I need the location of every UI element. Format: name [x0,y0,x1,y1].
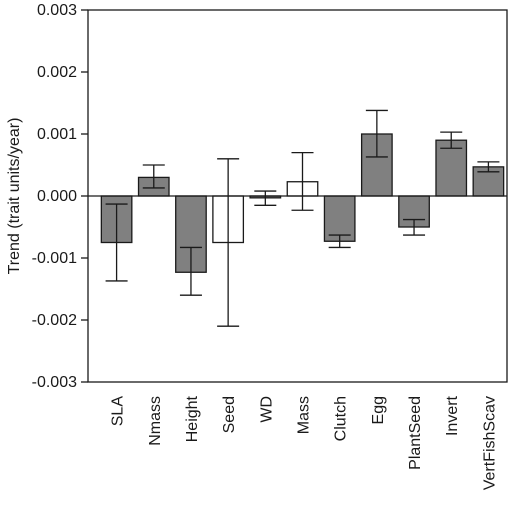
y-tick-label: -0.001 [32,250,77,267]
y-tick-label: 0.003 [37,2,77,19]
category-labels: SLA Nmass Height Seed WD Mass Clutch Egg PlantSe… [110,395,499,490]
y-tick-label: 0.000 [37,188,77,205]
error-bars [105,109,500,327]
category-label-nmass: Nmass [147,396,164,446]
category-label-sla: SLA [110,396,127,427]
category-label-wd: WD [258,396,275,423]
y-axis: 0.003 0.002 0.001 0.000 -0.001 -0.002 -0.003 [32,2,88,391]
y-tick-label: -0.003 [32,374,77,391]
category-label-clutch: Clutch [333,396,350,441]
y-axis-title: Trend (trait units/year) [6,118,23,275]
category-label-vertfishscav: VertFishScav [481,396,498,490]
y-tick-label: -0.002 [32,312,77,329]
bar-clutch [323,195,356,242]
category-label-egg: Egg [370,396,387,424]
category-label-height: Height [184,395,201,442]
category-label-seed: Seed [221,396,238,433]
y-tick-label: 0.001 [37,126,77,143]
category-label-plantseed: PlantSeed [407,396,424,470]
y-tick-label: 0.002 [37,64,77,81]
category-label-mass: Mass [296,396,313,434]
category-label-invert: Invert [444,395,461,436]
